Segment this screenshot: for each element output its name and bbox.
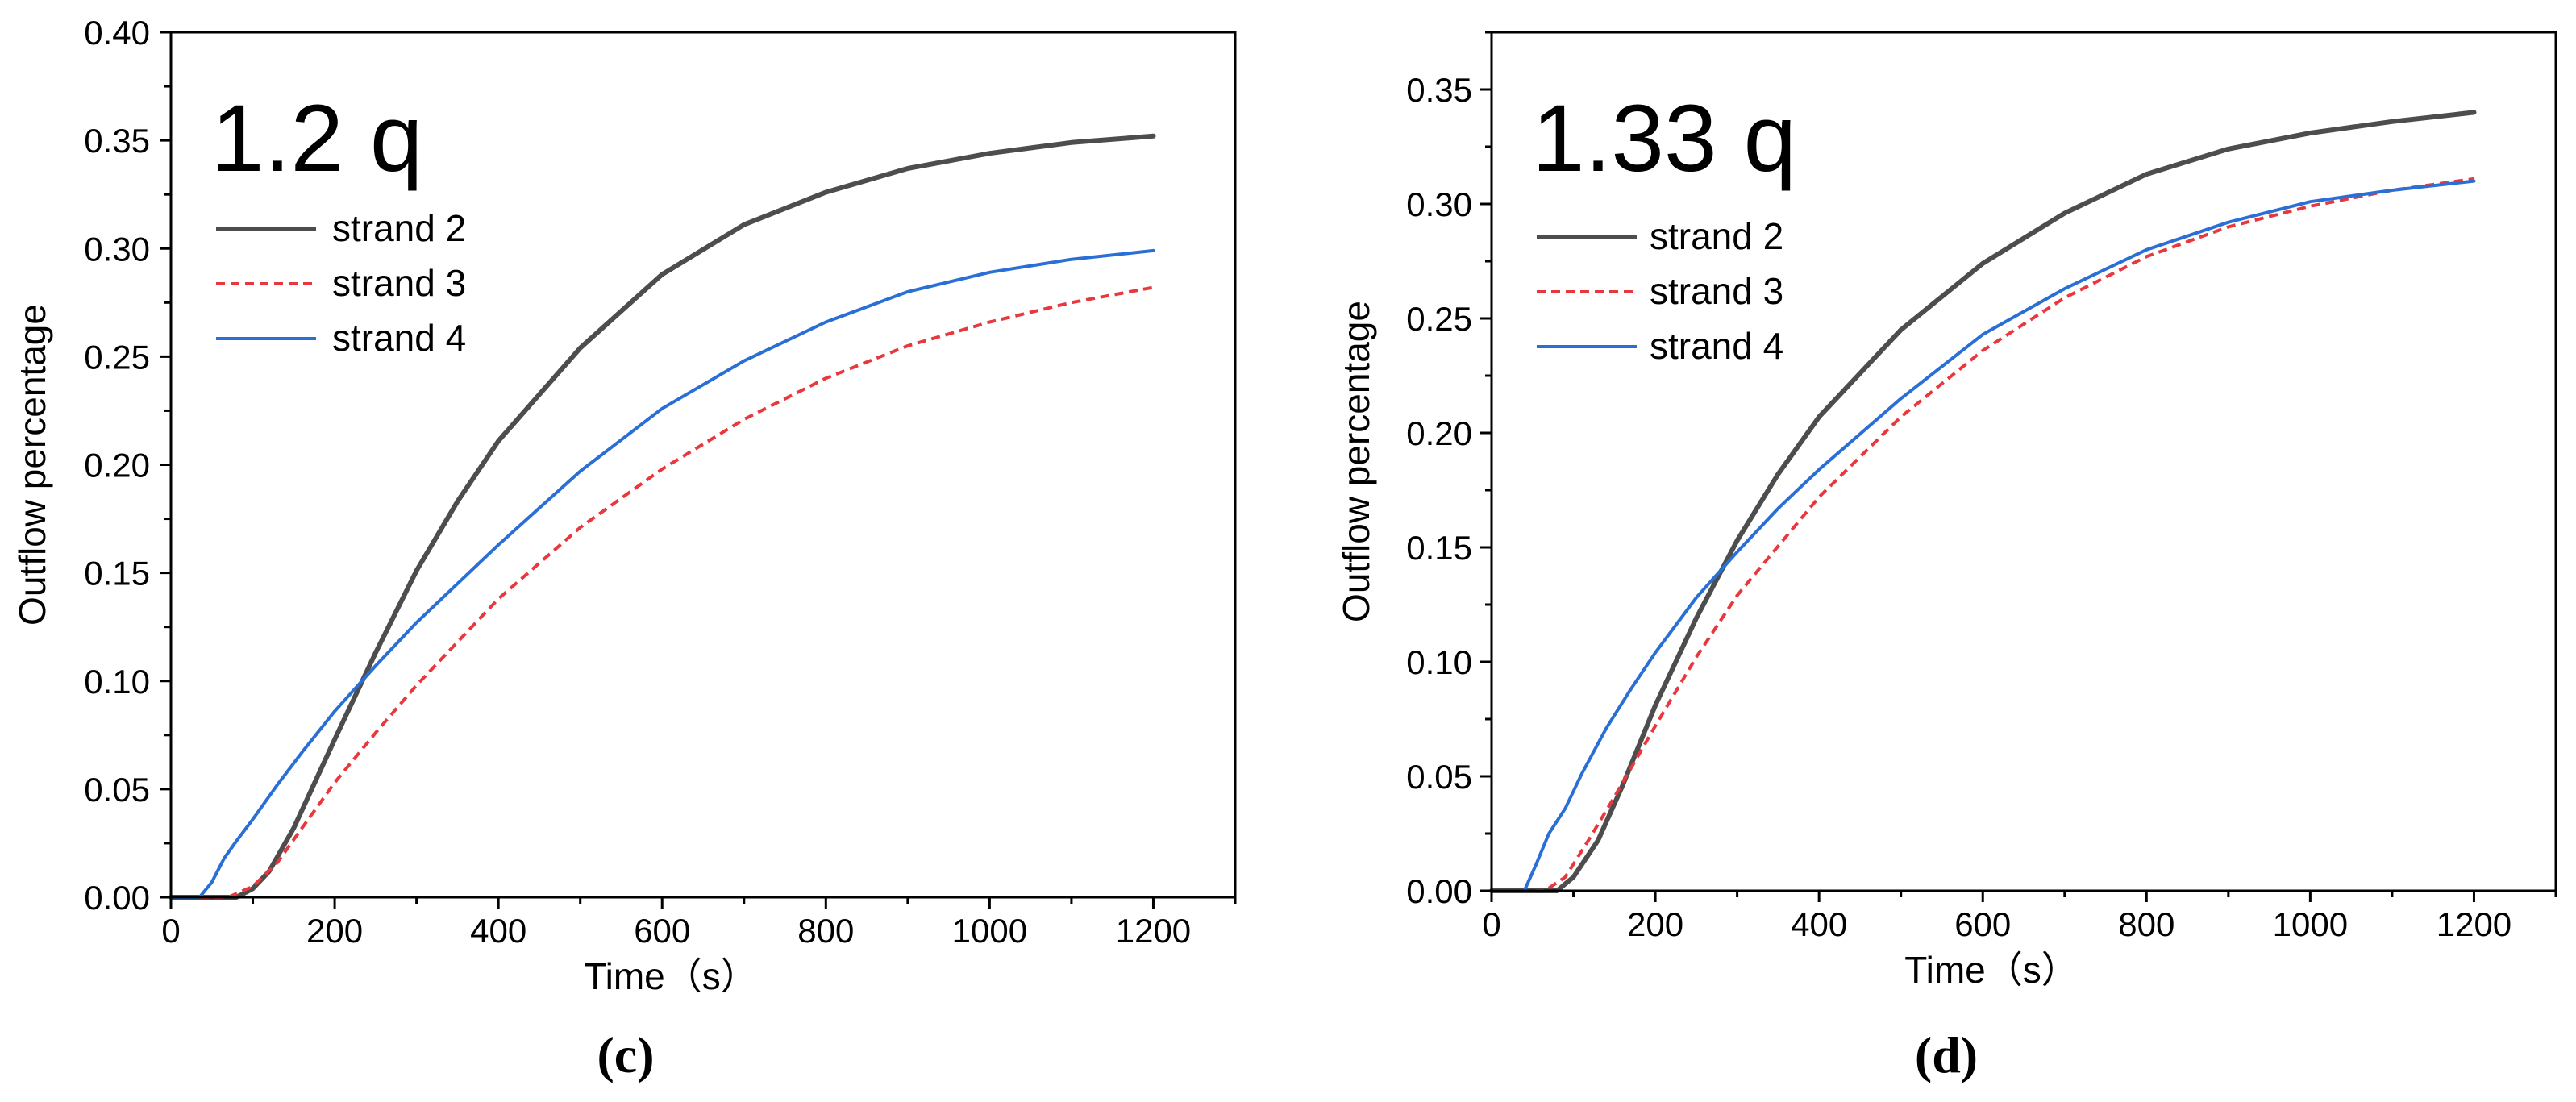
- legend: strand 2 strand 3 strand 4: [1537, 215, 1783, 367]
- legend-label: strand 3: [332, 262, 466, 304]
- y-tick-label: 0.05: [1406, 758, 1472, 796]
- x-tick-label: 400: [1791, 905, 1847, 943]
- series-line-strand-3: [1492, 177, 2474, 892]
- legend-label: strand 3: [1650, 270, 1783, 312]
- x-tick-label: 1200: [1116, 912, 1191, 950]
- y-tick-label: 0.20: [1406, 414, 1472, 452]
- y-tick-label: 0.25: [84, 338, 150, 376]
- series-line-strand-3: [171, 285, 1154, 899]
- series-line-strand-2: [1489, 110, 2477, 893]
- y-tick-label: 0.35: [1406, 71, 1472, 109]
- condition-annotation: 1.33 q: [1532, 85, 1796, 192]
- y-tick-label: 0.35: [84, 122, 150, 160]
- x-tick-label: 0: [1482, 905, 1500, 943]
- y-tick-label: 0.00: [84, 879, 150, 917]
- legend-label: strand 2: [1650, 215, 1783, 257]
- x-tick-label: 800: [2118, 905, 2174, 943]
- legend-label: strand 4: [1650, 325, 1783, 367]
- legend: strand 2 strand 3 strand 4: [216, 207, 466, 359]
- series-line-strand-4: [1490, 179, 2476, 892]
- x-tick-label: 600: [634, 912, 690, 950]
- panel-label: (d): [1915, 1026, 1978, 1083]
- x-tick-label: 600: [1954, 905, 2011, 943]
- x-tick-label: 0: [161, 912, 180, 950]
- x-tick-label: 1000: [952, 912, 1027, 950]
- x-axis-title: Time（s）: [1904, 949, 2079, 991]
- y-axis-title: Outflow percentage: [11, 304, 53, 626]
- chart-panel-d: 0 200 400 600 800 1000 1200 0.00 0.05 0.10 0.15 0.2…: [1335, 31, 2557, 1083]
- x-tick-label: 800: [797, 912, 854, 950]
- legend-label: strand 4: [332, 317, 466, 359]
- y-tick-label: 0.15: [84, 555, 150, 593]
- y-tick-label: 0.20: [84, 447, 150, 484]
- plot-frame: [1490, 31, 2557, 892]
- y-axis-title: Outflow percentage: [1335, 301, 1377, 622]
- y-tick-label: 0.10: [84, 663, 150, 701]
- x-axis-title: Time（s）: [584, 955, 758, 997]
- x-tick-label: 200: [306, 912, 363, 950]
- y-tick-label: 0.05: [84, 771, 150, 809]
- y-tick-label: 0.30: [1406, 185, 1472, 223]
- y-tick-label: 0.40: [84, 14, 150, 52]
- y-tick-label: 0.10: [1406, 643, 1472, 681]
- x-tick-label: 200: [1627, 905, 1683, 943]
- chart-panel-c: 0 200 400 600 800 1000 1200 0.00 0.05 0.10 0.15 0.2…: [11, 14, 1237, 1083]
- y-tick-label: 0.00: [1406, 872, 1472, 910]
- x-tick-label: 1200: [2437, 905, 2511, 943]
- series-line-strand-4: [169, 248, 1155, 899]
- panel-label: (c): [597, 1026, 654, 1083]
- condition-annotation: 1.2 q: [211, 85, 422, 192]
- x-tick-label: 1000: [2273, 905, 2348, 943]
- x-tick-label: 400: [470, 912, 526, 950]
- y-tick-label: 0.25: [1406, 300, 1472, 338]
- y-tick-label: 0.15: [1406, 529, 1472, 567]
- y-tick-label: 0.30: [84, 230, 150, 268]
- legend-label: strand 2: [332, 207, 466, 249]
